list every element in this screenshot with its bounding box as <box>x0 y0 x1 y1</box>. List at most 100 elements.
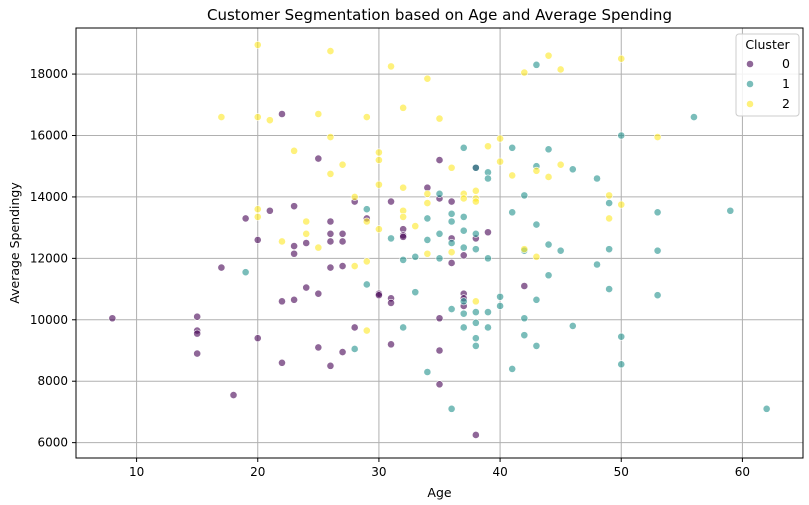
scatter-point-cluster-1 <box>508 208 517 217</box>
scatter-point-cluster-0 <box>278 110 286 118</box>
scatter-point-cluster-1 <box>653 291 662 300</box>
scatter-point-cluster-2 <box>253 205 262 214</box>
scatter-point-cluster-0 <box>375 291 383 300</box>
scatter-point-cluster-0 <box>108 314 117 323</box>
scatter-point-cluster-2 <box>278 237 286 246</box>
scatter-point-cluster-1 <box>447 209 456 218</box>
scatter-point-cluster-2 <box>314 110 323 118</box>
scatter-point-cluster-2 <box>496 157 504 166</box>
scatter-point-cluster-2 <box>253 212 262 221</box>
scatter-point-cluster-1 <box>496 302 504 310</box>
scatter-point-cluster-2 <box>375 225 383 234</box>
legend: Cluster 0 1 2 <box>735 33 800 117</box>
scatter-point-cluster-1 <box>447 305 456 313</box>
x-tick-label: 60 <box>735 465 750 479</box>
scatter-point-cluster-1 <box>690 113 698 121</box>
legend-entries: 0 1 2 <box>746 56 790 111</box>
scatter-point-cluster-2 <box>326 47 335 55</box>
scatter-point-cluster-2 <box>387 62 395 71</box>
scatter-point-cluster-0 <box>447 197 456 206</box>
y-tick-label: 10000 <box>30 313 68 327</box>
scatter-point-cluster-0 <box>399 232 408 241</box>
scatter-point-cluster-1 <box>605 199 614 207</box>
scatter-point-cluster-2 <box>399 183 408 192</box>
scatter-point-cluster-1 <box>544 145 553 154</box>
scatter-point-cluster-0 <box>338 237 347 246</box>
x-tick-label: 10 <box>129 465 144 479</box>
scatter-point-cluster-2 <box>350 193 359 201</box>
scatter-point-cluster-2 <box>423 199 432 207</box>
scatter-point-cluster-2 <box>520 68 529 77</box>
scatter-point-cluster-1 <box>568 322 577 330</box>
scatter-point-cluster-0 <box>302 239 311 247</box>
scatter-point-cluster-0 <box>278 297 286 306</box>
scatter-point-cluster-1 <box>459 309 468 318</box>
scatter-point-cluster-1 <box>459 226 468 235</box>
scatter-point-cluster-2 <box>302 229 311 238</box>
scatter-point-cluster-1 <box>532 341 541 350</box>
scatter-point-cluster-2 <box>508 171 517 180</box>
scatter-point-cluster-2 <box>265 116 274 125</box>
scatter-point-cluster-0 <box>290 249 298 258</box>
scatter-point-cluster-1 <box>496 292 504 301</box>
scatter-point-cluster-2 <box>399 103 408 112</box>
scatter-point-cluster-0 <box>290 202 298 211</box>
scatter-point-cluster-2 <box>253 40 262 49</box>
scatter-point-cluster-2 <box>362 217 371 226</box>
scatter-point-cluster-1 <box>435 254 444 263</box>
scatter-point-cluster-2 <box>362 326 371 335</box>
scatter-point-cluster-2 <box>605 191 614 200</box>
scatter-point-cluster-1 <box>471 163 480 172</box>
scatter-point-cluster-1 <box>762 404 771 413</box>
scatter-point-cluster-0 <box>387 298 395 307</box>
scatter-point-cluster-0 <box>435 346 444 355</box>
scatter-point-cluster-2 <box>653 133 662 141</box>
scatter-point-cluster-1 <box>471 229 480 238</box>
scatter-point-cluster-1 <box>459 323 468 332</box>
scatter-point-cluster-0 <box>290 242 298 250</box>
scatter-point-cluster-0 <box>302 283 311 292</box>
scatter-point-cluster-0 <box>278 358 286 367</box>
scatter-point-cluster-0 <box>338 229 347 238</box>
scatter-point-cluster-2 <box>314 243 323 252</box>
scatter-point-cluster-1 <box>459 243 468 252</box>
scatter-point-cluster-2 <box>471 297 480 306</box>
scatter-point-cluster-2 <box>253 113 262 121</box>
scatter-point-cluster-1 <box>484 323 492 332</box>
scatter-point-cluster-2 <box>326 133 335 141</box>
scatter-point-cluster-2 <box>399 212 408 221</box>
scatter-point-cluster-1 <box>459 212 468 221</box>
scatter-point-cluster-0 <box>520 282 529 290</box>
scatter-point-cluster-2 <box>423 189 432 198</box>
scatter-point-cluster-1 <box>520 314 529 323</box>
legend-marker-0 <box>746 60 754 68</box>
scatter-point-cluster-0 <box>217 263 226 272</box>
scatter-point-cluster-1 <box>544 240 553 249</box>
scatter-point-cluster-1 <box>447 239 456 247</box>
scatter-point-cluster-1 <box>241 268 250 277</box>
scatter-point-cluster-0 <box>484 228 492 237</box>
scatter-point-cluster-1 <box>471 245 480 254</box>
plot-frame <box>75 27 804 459</box>
scatter-point-cluster-1 <box>471 318 480 327</box>
scatter-point-cluster-2 <box>605 214 614 223</box>
scatter-point-cluster-0 <box>253 334 262 343</box>
scatter-point-cluster-2 <box>544 51 553 60</box>
scatter-point-cluster-1 <box>508 143 517 152</box>
scatter-point-cluster-0 <box>193 312 202 321</box>
scatter-point-cluster-1 <box>435 229 444 238</box>
x-axis-label: Age <box>427 485 451 500</box>
chart-title: Customer Segmentation based on Age and A… <box>207 6 672 24</box>
scatter-point-cluster-0 <box>326 217 335 226</box>
scatter-point-cluster-2 <box>496 134 504 143</box>
scatter-point-cluster-2 <box>459 194 468 203</box>
points-layer <box>108 40 771 439</box>
scatter-point-cluster-2 <box>556 65 565 74</box>
scatter-point-cluster-1 <box>411 288 420 297</box>
scatter-point-cluster-2 <box>520 245 529 254</box>
scatter-point-cluster-0 <box>326 361 335 370</box>
y-tick-label: 6000 <box>37 436 68 450</box>
y-axis-label: Average Spendingy <box>7 182 22 304</box>
scatter-point-cluster-1 <box>508 365 517 373</box>
scatter-point-cluster-0 <box>241 214 250 223</box>
